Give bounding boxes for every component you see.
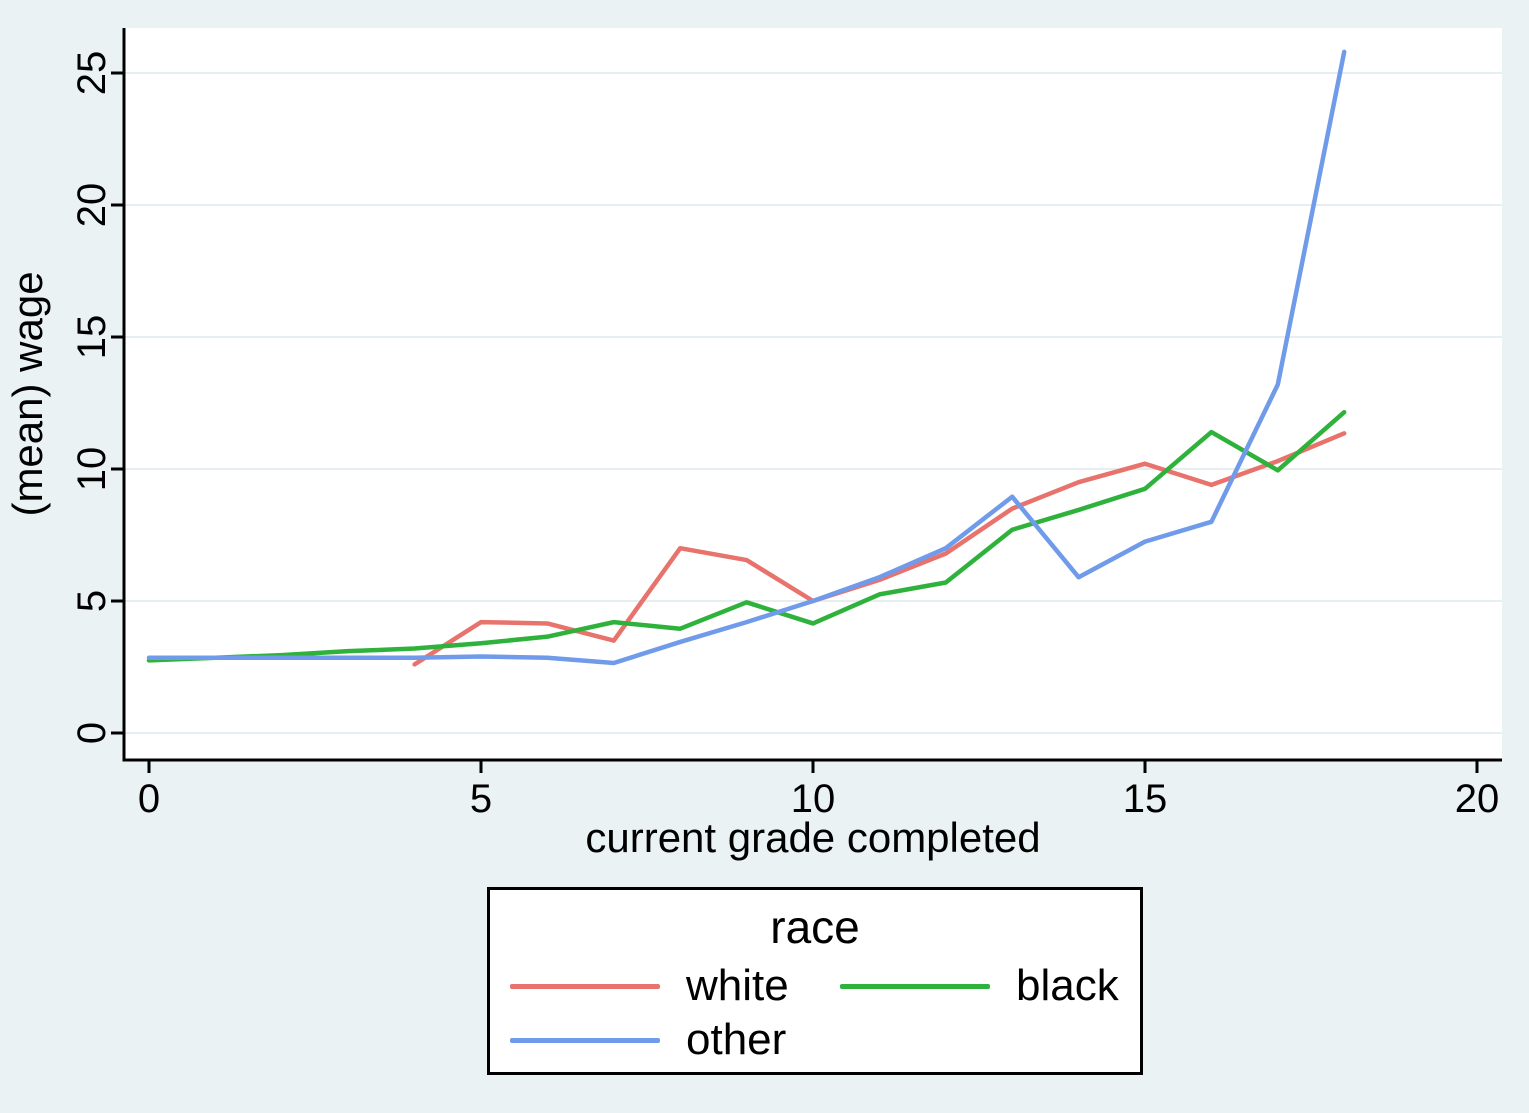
y-tick-label-20: 20 [70,183,114,228]
y-tick-label-25: 25 [70,51,114,96]
legend-box: race white black other [487,887,1143,1075]
x-tick-label-20: 20 [1455,777,1500,821]
y-axis-title: (mean) wage [4,271,51,516]
x-tick-label-15: 15 [1123,777,1168,821]
y-tick-label-10: 10 [70,447,114,492]
x-tick-label-0: 0 [138,777,160,821]
y-tick-label-15: 15 [70,315,114,360]
x-tick-label-5: 5 [470,777,492,821]
series-line-other [146,49,1347,666]
legend-item-white: white [510,961,840,1010]
legend-swatch-white-line [510,983,660,989]
x-axis-title: current grade completed [585,814,1040,861]
legend-label-other: other [686,1015,787,1064]
legend-swatch-black-line [840,983,990,989]
y-tick-label-0: 0 [70,722,114,744]
legend-swatch-other-line [510,1037,660,1043]
legend-grid: white black other [510,961,1132,1064]
legend-item-black: black [840,961,1132,1010]
x-tick-label-10: 10 [791,777,836,821]
series-line-white [412,431,1347,667]
y-tick-label-5: 5 [70,590,114,612]
legend-item-empty [840,1026,1132,1054]
series-line-black [146,409,1347,663]
legend-label-black: black [1016,961,1119,1010]
legend-title: race [770,901,860,953]
legend-label-white: white [686,961,789,1010]
legend-item-other: other [510,1015,840,1064]
